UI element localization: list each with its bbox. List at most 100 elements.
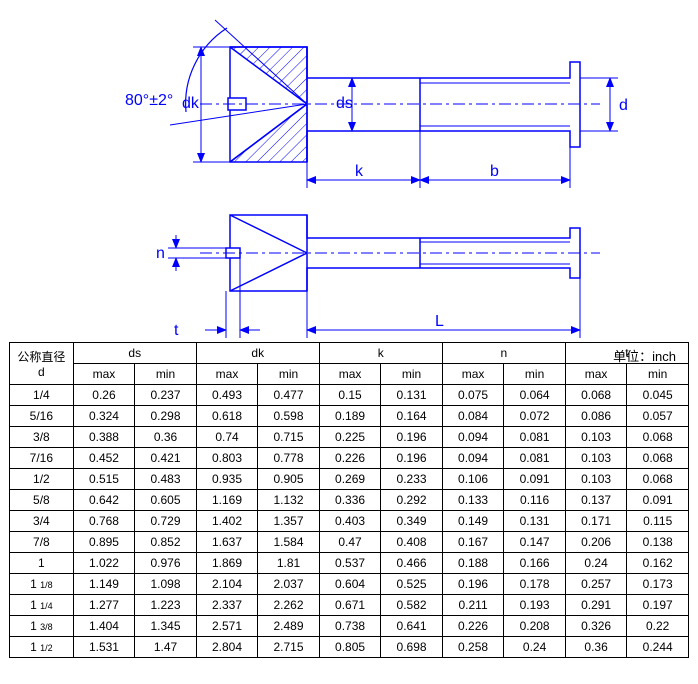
cell: 0.094 <box>442 448 504 469</box>
cell: 0.072 <box>504 406 566 427</box>
cell: 1.169 <box>196 490 258 511</box>
cell-d: 1 1/4 <box>10 595 74 616</box>
cell: 0.604 <box>319 574 381 595</box>
cell-d: 1 3/8 <box>10 616 74 637</box>
cell: 0.24 <box>504 637 566 658</box>
cell: 1.022 <box>73 553 135 574</box>
subheader: max <box>442 364 504 385</box>
cell-d: 1 1/8 <box>10 574 74 595</box>
header-ds: ds <box>73 343 196 364</box>
cell: 0.349 <box>381 511 443 532</box>
cell: 0.103 <box>565 448 627 469</box>
table-row: 7/80.8950.8521.6371.5840.470.4080.1670.1… <box>10 532 689 553</box>
cell: 0.091 <box>504 469 566 490</box>
spec-table: 公称直径d ds dk k n t maxminmaxminmaxminmaxm… <box>9 342 689 658</box>
cell: 0.196 <box>442 574 504 595</box>
cell: 0.421 <box>135 448 197 469</box>
cell: 0.258 <box>442 637 504 658</box>
subheader: max <box>319 364 381 385</box>
cell: 0.698 <box>381 637 443 658</box>
cell: 0.103 <box>565 469 627 490</box>
cell: 0.068 <box>627 469 689 490</box>
cell-d: 1 1/2 <box>10 637 74 658</box>
cell: 0.075 <box>442 385 504 406</box>
cell: 0.106 <box>442 469 504 490</box>
cell: 1.81 <box>258 553 320 574</box>
cell: 0.803 <box>196 448 258 469</box>
cell: 0.244 <box>627 637 689 658</box>
cell: 0.086 <box>565 406 627 427</box>
cell: 0.483 <box>135 469 197 490</box>
cell: 0.147 <box>504 532 566 553</box>
cell: 1.869 <box>196 553 258 574</box>
cell: 1.223 <box>135 595 197 616</box>
cell: 0.715 <box>258 427 320 448</box>
ds-label: ds <box>336 95 353 112</box>
cell: 0.641 <box>381 616 443 637</box>
k-label: k <box>355 163 364 180</box>
subheader: min <box>258 364 320 385</box>
cell: 0.137 <box>565 490 627 511</box>
cell: 0.164 <box>381 406 443 427</box>
cell: 0.116 <box>504 490 566 511</box>
cell: 0.196 <box>381 448 443 469</box>
cell: 0.22 <box>627 616 689 637</box>
cell: 0.068 <box>627 427 689 448</box>
cell: 1.531 <box>73 637 135 658</box>
cell: 1.345 <box>135 616 197 637</box>
cell: 0.466 <box>381 553 443 574</box>
cell: 0.778 <box>258 448 320 469</box>
table-row: 3/40.7680.7291.4021.3570.4030.3490.1490.… <box>10 511 689 532</box>
cell: 0.057 <box>627 406 689 427</box>
cell: 0.208 <box>504 616 566 637</box>
cell: 0.326 <box>565 616 627 637</box>
cell: 0.257 <box>565 574 627 595</box>
cell: 0.237 <box>135 385 197 406</box>
cell: 0.408 <box>381 532 443 553</box>
cell: 2.104 <box>196 574 258 595</box>
cell: 0.493 <box>196 385 258 406</box>
cell: 0.852 <box>135 532 197 553</box>
cell: 0.173 <box>627 574 689 595</box>
cell: 0.291 <box>565 595 627 616</box>
cell: 2.262 <box>258 595 320 616</box>
cell: 0.452 <box>73 448 135 469</box>
cell: 1.47 <box>135 637 197 658</box>
cell: 0.26 <box>73 385 135 406</box>
cell: 0.618 <box>196 406 258 427</box>
table-row: 1 1/21.5311.472.8042.7150.8050.6980.2580… <box>10 637 689 658</box>
cell: 0.068 <box>565 385 627 406</box>
cell: 0.292 <box>381 490 443 511</box>
cell: 0.193 <box>504 595 566 616</box>
cell: 0.068 <box>627 448 689 469</box>
subheader: max <box>196 364 258 385</box>
cell: 0.74 <box>196 427 258 448</box>
cell: 2.804 <box>196 637 258 658</box>
header-k: k <box>319 343 442 364</box>
table-row: 1 1/41.2771.2232.3372.2620.6710.5820.211… <box>10 595 689 616</box>
cell-d: 5/8 <box>10 490 74 511</box>
cell: 0.115 <box>627 511 689 532</box>
cell-d: 7/16 <box>10 448 74 469</box>
cell: 0.24 <box>565 553 627 574</box>
cell: 0.196 <box>381 427 443 448</box>
cell: 0.225 <box>319 427 381 448</box>
cell: 0.324 <box>73 406 135 427</box>
cell: 1.637 <box>196 532 258 553</box>
cell: 1.584 <box>258 532 320 553</box>
table-row: 1 1/81.1491.0982.1042.0370.6040.5250.196… <box>10 574 689 595</box>
cell: 0.525 <box>381 574 443 595</box>
cell: 2.337 <box>196 595 258 616</box>
cell: 0.081 <box>504 448 566 469</box>
cell-d: 3/8 <box>10 427 74 448</box>
cell-d: 3/4 <box>10 511 74 532</box>
cell: 0.197 <box>627 595 689 616</box>
unit-label: 单位：inch <box>613 346 676 365</box>
cell: 1.149 <box>73 574 135 595</box>
cell: 1.402 <box>196 511 258 532</box>
L-label: L <box>435 313 444 330</box>
header-dk: dk <box>196 343 319 364</box>
cell: 0.064 <box>504 385 566 406</box>
cell: 0.269 <box>319 469 381 490</box>
cell: 1.098 <box>135 574 197 595</box>
